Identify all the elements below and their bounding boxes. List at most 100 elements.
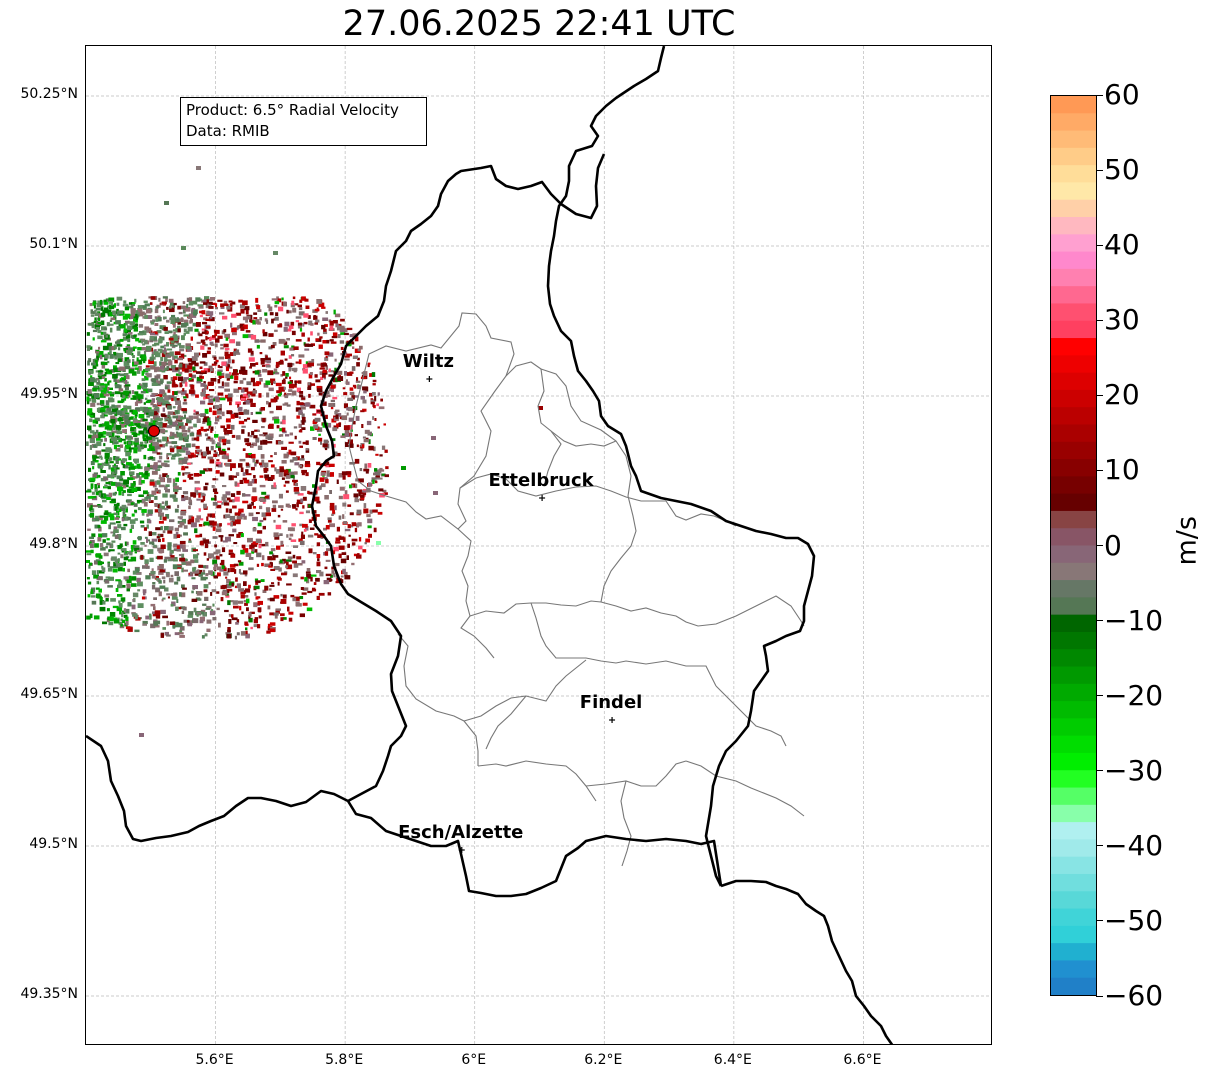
colorbar-bin — [1051, 649, 1096, 668]
colorbar-bin — [1051, 666, 1096, 685]
colorbar-tick-mark — [1096, 695, 1103, 697]
colorbar-bin — [1051, 562, 1096, 581]
radar-velocity-field — [86, 126, 543, 737]
lon-tick-label: 6.2°E — [584, 1052, 623, 1068]
gridlines — [86, 46, 991, 1044]
colorbar-bin — [1051, 960, 1096, 979]
colorbar-tick-mark — [1096, 770, 1103, 772]
colorbar-unit-label: m/s — [1171, 516, 1203, 566]
lat-tick-label: 49.95°N — [20, 386, 78, 402]
city-label: Ettelbruck — [488, 470, 594, 491]
colorbar-bin — [1051, 459, 1096, 477]
colorbar-bin — [1051, 856, 1096, 875]
colorbar-bin — [1051, 96, 1096, 114]
national-borders — [86, 46, 894, 1044]
city-markers — [426, 376, 616, 853]
colorbar-bin — [1051, 718, 1096, 737]
lon-tick-label: 5.8°E — [325, 1052, 364, 1068]
colorbar-bin — [1051, 165, 1096, 184]
colorbar-gradient — [1051, 96, 1096, 995]
colorbar-bin — [1051, 389, 1096, 408]
colorbar-tick-label: 0 — [1104, 528, 1122, 562]
colorbar-bin — [1051, 908, 1096, 927]
colorbar-bin — [1051, 943, 1096, 962]
colorbar-tick-label: −50 — [1104, 903, 1164, 937]
colorbar-tick-label: 30 — [1104, 303, 1140, 337]
internal-boundaries — [348, 312, 805, 867]
colorbar-tick-mark — [1096, 469, 1103, 471]
colorbar-bin — [1051, 286, 1096, 305]
lat-tick-label: 49.35°N — [20, 986, 78, 1002]
colorbar-bin — [1051, 182, 1096, 201]
colorbar-bin — [1051, 752, 1096, 771]
map-canvas[interactable] — [86, 46, 992, 1045]
map-panel[interactable]: Product: 6.5° Radial Velocity Data: RMIB — [85, 45, 992, 1045]
colorbar-tick-label: −60 — [1104, 979, 1164, 1012]
colorbar-bin — [1051, 199, 1096, 218]
lat-tick-label: 49.5°N — [29, 836, 78, 852]
colorbar-bin — [1051, 891, 1096, 910]
colorbar-bin — [1051, 268, 1096, 287]
colorbar-bin — [1051, 614, 1096, 633]
colorbar-tick-label: −30 — [1104, 753, 1164, 787]
colorbar-bin — [1051, 424, 1096, 443]
colorbar-tick-mark — [1096, 620, 1103, 622]
lat-tick-label: 50.1°N — [29, 236, 78, 252]
colorbar-bin — [1051, 787, 1096, 806]
colorbar-tick-label: 60 — [1104, 78, 1140, 111]
colorbar-bin — [1051, 113, 1096, 132]
colorbar-bin — [1051, 580, 1096, 598]
colorbar-bin — [1051, 701, 1096, 719]
colorbar-bin — [1051, 683, 1096, 702]
colorbar — [1050, 95, 1097, 996]
lat-tick-label: 49.8°N — [29, 536, 78, 552]
colorbar-tick-label: −10 — [1104, 603, 1164, 637]
colorbar-bin — [1051, 372, 1096, 391]
colorbar-bin — [1051, 925, 1096, 944]
colorbar-bin — [1051, 804, 1096, 823]
colorbar-bin — [1051, 147, 1096, 166]
colorbar-bin — [1051, 839, 1096, 858]
colorbar-bin — [1051, 217, 1096, 235]
colorbar-bin — [1051, 510, 1096, 529]
colorbar-bin — [1051, 320, 1096, 339]
lon-tick-label: 6.4°E — [713, 1052, 752, 1068]
radar-site-marker[interactable] — [148, 425, 161, 437]
colorbar-bin — [1051, 441, 1096, 460]
colorbar-tick-label: −40 — [1104, 828, 1164, 862]
colorbar-tick-mark — [1096, 920, 1103, 922]
colorbar-tick-label: 10 — [1104, 453, 1140, 487]
colorbar-tick-mark — [1096, 94, 1103, 96]
colorbar-tick-label: 40 — [1104, 228, 1140, 262]
product-info-box: Product: 6.5° Radial Velocity Data: RMIB — [180, 97, 427, 146]
city-label: Findel — [579, 692, 643, 713]
colorbar-tick-mark — [1096, 545, 1103, 546]
colorbar-tick-mark — [1096, 845, 1103, 847]
colorbar-bin — [1051, 476, 1096, 495]
colorbar-tick-mark — [1096, 394, 1103, 396]
colorbar-bin — [1051, 130, 1096, 149]
data-source-label: Data: RMIB — [186, 122, 270, 140]
lat-tick-label: 50.25°N — [20, 86, 78, 102]
chart-title: 27.06.2025 22:41 UTC — [342, 4, 736, 44]
lon-tick-label: 6°E — [461, 1052, 487, 1068]
colorbar-bin — [1051, 631, 1096, 650]
colorbar-bin — [1051, 338, 1096, 356]
colorbar-bin — [1051, 735, 1096, 754]
colorbar-bin — [1051, 528, 1096, 547]
product-label: Product: 6.5° Radial Velocity — [186, 101, 399, 119]
city-label: Wiltz — [402, 351, 454, 372]
colorbar-bin — [1051, 545, 1096, 564]
colorbar-bin — [1051, 493, 1096, 512]
lon-tick-label: 5.6°E — [195, 1052, 234, 1068]
colorbar-tick-label: −20 — [1104, 678, 1164, 712]
colorbar-bin — [1051, 977, 1096, 995]
lat-tick-label: 49.65°N — [20, 686, 78, 702]
colorbar-tick-label: 50 — [1104, 153, 1140, 187]
colorbar-bin — [1051, 770, 1096, 789]
colorbar-tick-mark — [1096, 319, 1103, 321]
colorbar-bin — [1051, 873, 1096, 892]
colorbar-tick-label: 20 — [1104, 378, 1140, 412]
colorbar-bin — [1051, 407, 1096, 426]
colorbar-bin — [1051, 251, 1096, 270]
